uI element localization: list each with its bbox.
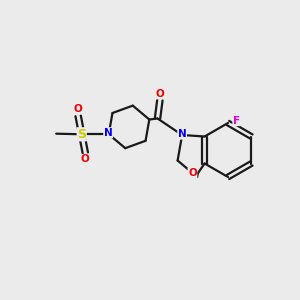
Text: N: N bbox=[178, 129, 187, 139]
Text: O: O bbox=[188, 168, 197, 178]
Text: O: O bbox=[155, 89, 164, 99]
Text: F: F bbox=[233, 116, 240, 126]
Text: N: N bbox=[104, 128, 112, 138]
Text: O: O bbox=[74, 104, 82, 114]
Text: S: S bbox=[77, 128, 86, 141]
Text: O: O bbox=[81, 154, 90, 164]
